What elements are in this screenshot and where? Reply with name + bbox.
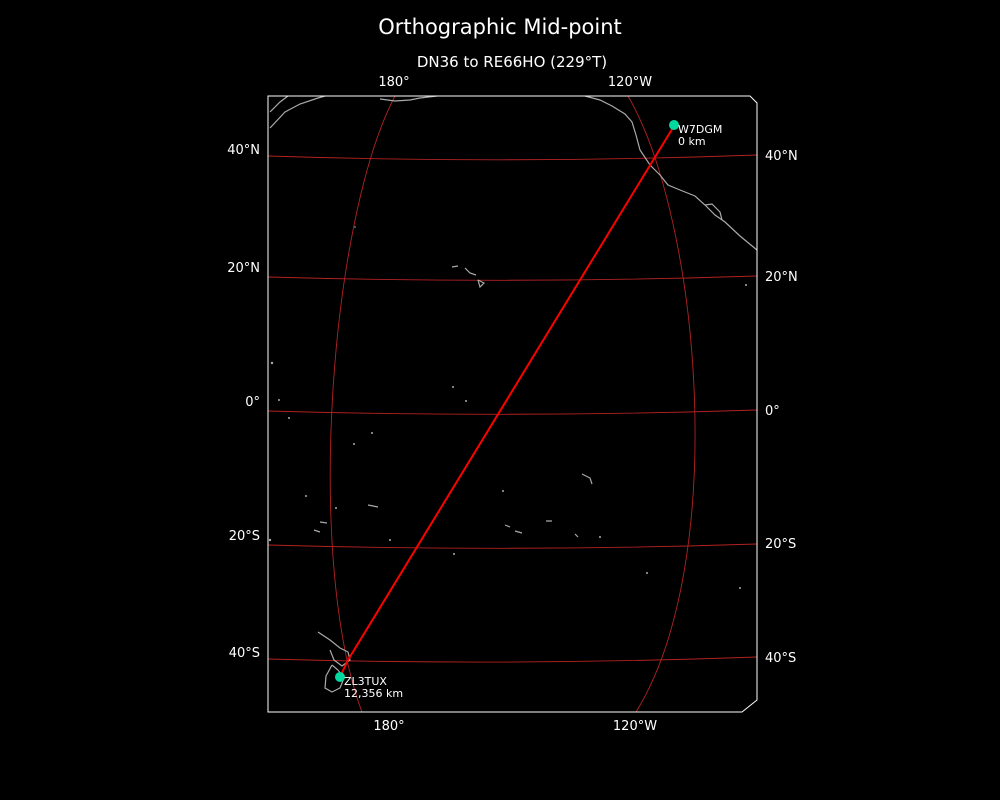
map-frame [267,95,758,713]
label-left-20n: 20°N [227,261,260,276]
label-top-120w: 120°W [608,75,652,90]
map-title: Orthographic Mid-point [378,15,622,39]
label-left-20s: 20°S [229,529,260,544]
label-bottom-180: 180° [373,719,404,734]
label-right-40n: 40°N [765,149,798,164]
label-right-20s: 20°S [765,537,796,552]
great-circle-path [339,125,675,678]
islands [268,226,747,589]
parallel-20n [267,275,758,281]
label-right-0: 0° [765,404,780,419]
label-right-20n: 20°N [765,270,798,285]
map-area: W7DGM 0 km ZL3TUX 12,356 km [267,95,758,713]
map-subtitle: DN36 to RE66HO (229°T) [417,53,607,71]
meridian-120w [627,95,696,713]
label-left-40s: 40°S [229,646,260,661]
label-right-40s: 40°S [765,651,796,666]
parallel-40s [267,656,758,663]
coastlines [269,95,758,693]
parallel-40n [267,154,758,161]
station-marker [669,120,679,130]
parallel-0 [267,409,758,415]
station-call: W7DGM [678,123,722,136]
station-distance: 0 km [678,135,706,148]
station-distance: 12,356 km [344,687,403,700]
label-left-40n: 40°N [227,143,260,158]
station-marker [335,672,345,682]
station-call: ZL3TUX [344,675,387,688]
label-top-180: 180° [378,75,409,90]
station-zl3tux: ZL3TUX 12,356 km [335,672,403,700]
label-left-0: 0° [245,395,260,410]
parallel-20s [267,543,758,549]
graticule [267,95,758,713]
meridian-180 [329,95,396,713]
grid-labels: 180° 120°W 180° 120°W 40°N 20°N 0° 20°S … [227,75,798,734]
label-bottom-120w: 120°W [613,719,657,734]
station-w7dgm: W7DGM 0 km [669,120,722,148]
